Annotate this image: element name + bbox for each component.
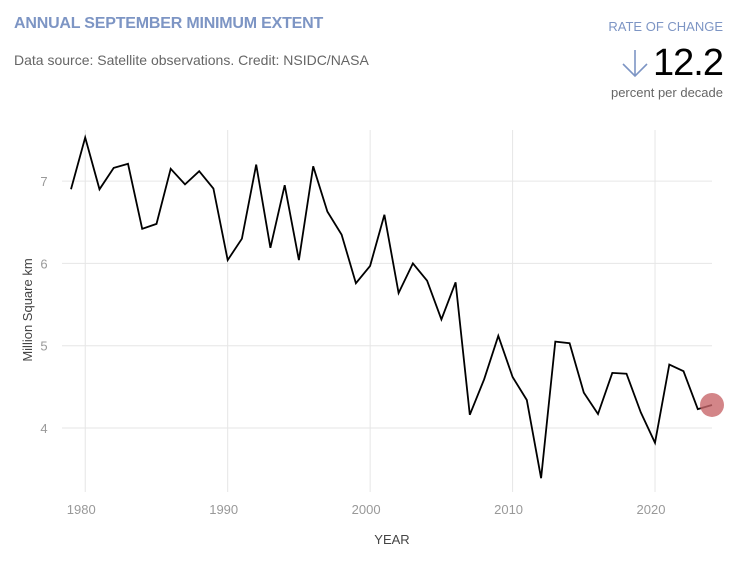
- arrow-down-icon: [622, 50, 648, 78]
- y-axis-label: Million Square km: [20, 258, 35, 361]
- y-tick-label: 6: [40, 256, 47, 271]
- x-tick-label: 2000: [352, 502, 381, 517]
- rate-label: RATE OF CHANGE: [608, 19, 723, 34]
- rate-unit: percent per decade: [610, 85, 723, 100]
- x-axis-label: YEAR: [374, 532, 409, 547]
- latest-point-marker[interactable]: [700, 392, 724, 417]
- x-tick-label: 2010: [494, 502, 523, 517]
- x-tick-label: 1990: [209, 502, 238, 517]
- series-line: [70, 134, 713, 479]
- y-tick-label: 5: [40, 339, 47, 354]
- x-tick-label: 1980: [67, 502, 96, 517]
- chart-title: ANNUAL SEPTEMBER MINIMUM EXTENT: [14, 15, 324, 32]
- y-tick-label: 4: [40, 421, 47, 436]
- y-tick-label: 7: [40, 174, 47, 189]
- rate-value: 12.2: [653, 42, 724, 84]
- x-tick-label: 2020: [637, 502, 666, 517]
- data-source: Data source: Satellite observations. Cre…: [14, 52, 369, 68]
